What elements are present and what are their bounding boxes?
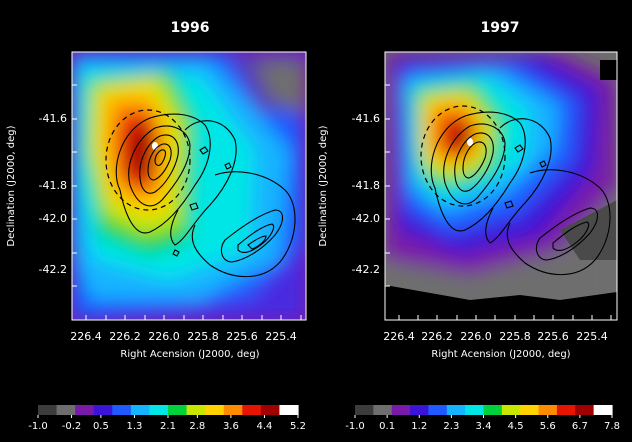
colorbar-swatch	[465, 405, 485, 415]
x-tick-label: 225.6	[226, 330, 258, 343]
x-tick-label: 225.6	[537, 330, 569, 343]
colorbar-label: -1.0	[345, 421, 365, 432]
colorbar-swatch	[38, 405, 58, 415]
colorbar-label: 0.5	[93, 421, 109, 432]
y-tick-label: -42.0	[352, 212, 380, 225]
colorbar-swatch	[355, 405, 374, 415]
colorbar-swatch	[279, 405, 299, 415]
colorbar-swatch	[575, 405, 595, 415]
colorbar-swatch	[260, 405, 281, 415]
colorbar-label: 1.3	[126, 421, 142, 432]
colorbar-swatch	[223, 405, 243, 415]
colorbar-label: 5.6	[540, 421, 556, 432]
colorbar-label: 4.4	[256, 421, 272, 432]
colorbar-swatch	[130, 405, 151, 415]
colorbar-swatch	[56, 405, 76, 415]
x-tick-label: 226.0	[148, 330, 180, 343]
colorbar-label: 2.3	[443, 421, 459, 432]
colorbar-swatch	[205, 405, 225, 415]
heatmap-image	[385, 52, 617, 320]
x-axis: 226.4 226.2 226.0 225.8 225.6 225.4 Righ…	[383, 315, 612, 360]
colorbar-label: 3.6	[223, 421, 239, 432]
colorbar-swatch	[520, 405, 540, 415]
x-tick-label: 226.4	[383, 330, 415, 343]
colorbar-swatch	[242, 405, 262, 415]
x-tick-label: 225.4	[265, 330, 297, 343]
colorbar-swatch	[93, 405, 113, 415]
y-tick-label: -42.2	[352, 263, 380, 276]
colorbar-label: 4.5	[508, 421, 524, 432]
y-tick-label: -42.2	[39, 263, 67, 276]
colorbar-swatch	[446, 405, 466, 415]
y-axis-label: Declination (J2000, deg)	[6, 125, 17, 246]
colorbar-label: 1.2	[411, 421, 427, 432]
y-axis: -41.6 -41.8 -42.0 -42.2 Declination (J20…	[6, 84, 77, 287]
y-tick-label: -42.0	[39, 212, 67, 225]
y-tick-label: -41.8	[39, 179, 67, 192]
colorbar-swatch	[538, 405, 558, 415]
panel-title: 1996	[171, 20, 210, 36]
colorbar-swatch	[112, 405, 132, 415]
x-tick-label: 225.8	[499, 330, 531, 343]
panel-title: 1997	[481, 20, 520, 36]
colorbar-swatch	[428, 405, 448, 415]
colorbar-swatch	[556, 405, 576, 415]
colorbar-swatch	[410, 405, 430, 415]
colorbar-label: -0.2	[62, 421, 82, 432]
y-axis-label: Declination (J2000, deg)	[318, 125, 329, 246]
colorbar-swatch	[186, 405, 206, 415]
colorbar-label: -1.0	[28, 421, 48, 432]
x-tick-label: 226.2	[109, 330, 141, 343]
panel-1996: 1996	[6, 20, 307, 432]
x-tick-label: 226.0	[460, 330, 492, 343]
colorbar-label: 7.8	[604, 421, 620, 432]
y-axis: -41.6 -41.8 -42.0 -42.2 Declination (J20…	[318, 84, 390, 287]
x-tick-label: 225.8	[187, 330, 219, 343]
colorbar-swatch	[373, 405, 393, 415]
y-tick-label: -41.6	[352, 112, 380, 125]
x-axis-label: Right Acension (J2000, deg)	[120, 349, 259, 360]
panel-1997: 1997	[318, 20, 620, 432]
colorbar-label: 6.7	[572, 421, 588, 432]
colorbar-swatch	[593, 405, 613, 415]
colorbar-label: 2.8	[189, 421, 205, 432]
colorbar-label: 0.1	[379, 421, 395, 432]
colorbar-swatch	[391, 405, 411, 415]
x-tick-label: 226.2	[421, 330, 453, 343]
y-tick-label: -41.6	[39, 112, 67, 125]
x-axis: 226.4 226.2 226.0 225.8 225.6 225.4 Righ…	[70, 315, 302, 360]
y-tick-label: -41.8	[352, 179, 380, 192]
colorbar-swatch	[168, 405, 188, 415]
x-axis-label: Right Acension (J2000, deg)	[431, 349, 570, 360]
colorbar-swatch	[483, 405, 503, 415]
x-tick-label: 225.4	[576, 330, 608, 343]
colorbar-swatch	[149, 405, 169, 415]
colorbar-label: 5.2	[290, 421, 306, 432]
heatmap-image	[72, 52, 306, 320]
colorbar-swatch	[75, 405, 95, 415]
colorbar-label: 3.4	[476, 421, 492, 432]
colorbar-label: 2.1	[160, 421, 176, 432]
x-tick-label: 226.4	[70, 330, 102, 343]
colorbar: -1.0 -0.2 0.5 1.3 2.1 2.8 3.6 4.4 5.2	[28, 405, 306, 432]
colorbar-swatch	[501, 405, 521, 415]
colorbar: -1.0 0.1 1.2 2.3 3.4 4.5 5.6 6.7 7.8	[345, 405, 620, 432]
